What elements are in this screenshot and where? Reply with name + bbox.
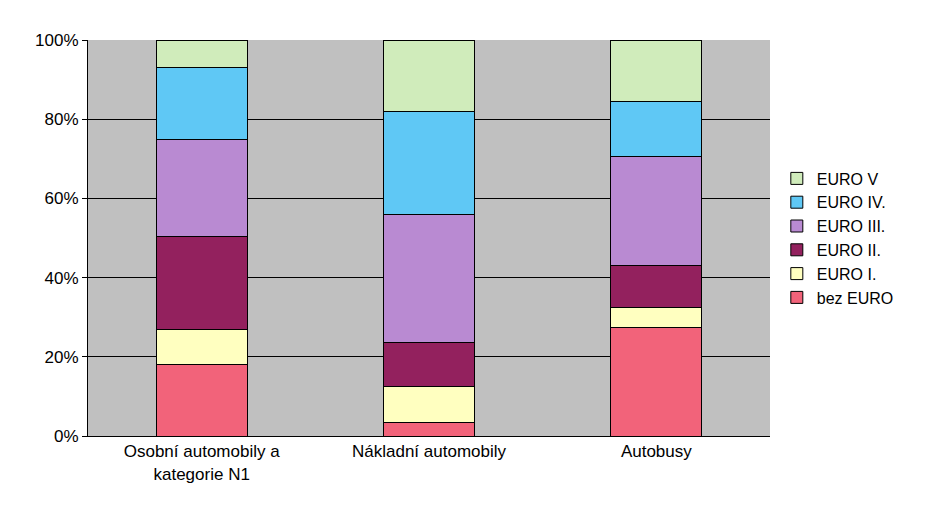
svg-text:EURO V: EURO V [817,171,879,188]
svg-text:EURO II.: EURO II. [817,242,881,259]
svg-text:EURO IV.: EURO IV. [817,194,886,211]
svg-text:Autobusy: Autobusy [621,442,692,461]
svg-text:EURO III.: EURO III. [817,218,885,235]
svg-text:EURO I.: EURO I. [817,266,877,283]
svg-text:0%: 0% [54,427,79,446]
svg-text:Nákladní automobily: Nákladní automobily [352,442,507,461]
svg-text:60%: 60% [45,189,79,208]
svg-text:20%: 20% [45,348,79,367]
svg-text:100%: 100% [35,31,78,50]
svg-text:Osobní automobily akategorie N: Osobní automobily akategorie N1 [124,442,280,483]
svg-text:40%: 40% [45,269,79,288]
svg-text:80%: 80% [45,110,79,129]
svg-text:bez EURO: bez EURO [817,290,893,307]
